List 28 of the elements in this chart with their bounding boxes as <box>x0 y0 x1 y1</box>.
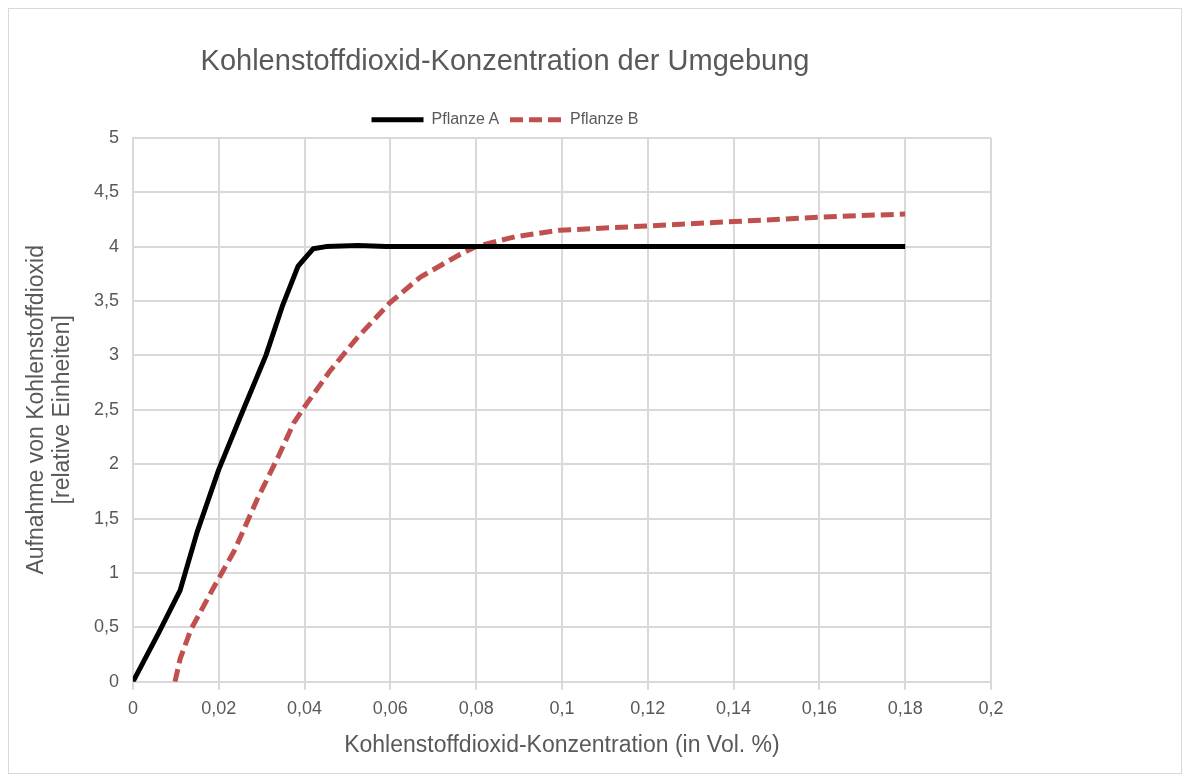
x-tick-label: 0,06 <box>372 697 408 718</box>
y-tick-label: 5 <box>108 126 119 147</box>
text: [relative Einheiten] <box>48 315 75 505</box>
y-tick-label: 0 <box>108 670 119 691</box>
x-tick-label: 0,12 <box>630 697 666 718</box>
y-tick-label: 1,5 <box>93 507 119 528</box>
y-tick-label: 1 <box>108 561 119 582</box>
x-axis-title: Kohlenstoffdioxid-Konzentration (in Vol. %) <box>344 730 780 757</box>
legend-label: Pflanze A <box>431 110 500 128</box>
y-tick-label: 3 <box>108 344 119 365</box>
y-tick-label: 3,5 <box>93 289 119 310</box>
chart-title: Kohlenstoffdioxid-Konzentration der Umgebung <box>200 44 810 77</box>
x-tick-label: 0,16 <box>801 697 837 718</box>
x-tick-label: 0,18 <box>887 697 923 718</box>
x-tick-label: 0,08 <box>458 697 494 718</box>
x-tick-label: 0,1 <box>549 697 575 718</box>
legend-label: Pflanze B <box>570 110 639 128</box>
x-tick-label: 0,02 <box>201 697 237 718</box>
y-tick-label: 0,5 <box>93 616 119 637</box>
y-tick-label: 4 <box>108 235 119 256</box>
y-tick-label: 4,5 <box>93 181 119 202</box>
y-tick-label: 2,5 <box>93 398 119 419</box>
x-tick-label: 0,2 <box>978 697 1004 718</box>
text: Aufnahme von Kohlenstoffdioxid <box>21 245 48 575</box>
y-tick-label: 2 <box>108 453 119 474</box>
x-tick-label: 0,04 <box>287 697 323 718</box>
x-tick-label: 0 <box>127 697 138 718</box>
x-tick-label: 0,14 <box>716 697 752 718</box>
